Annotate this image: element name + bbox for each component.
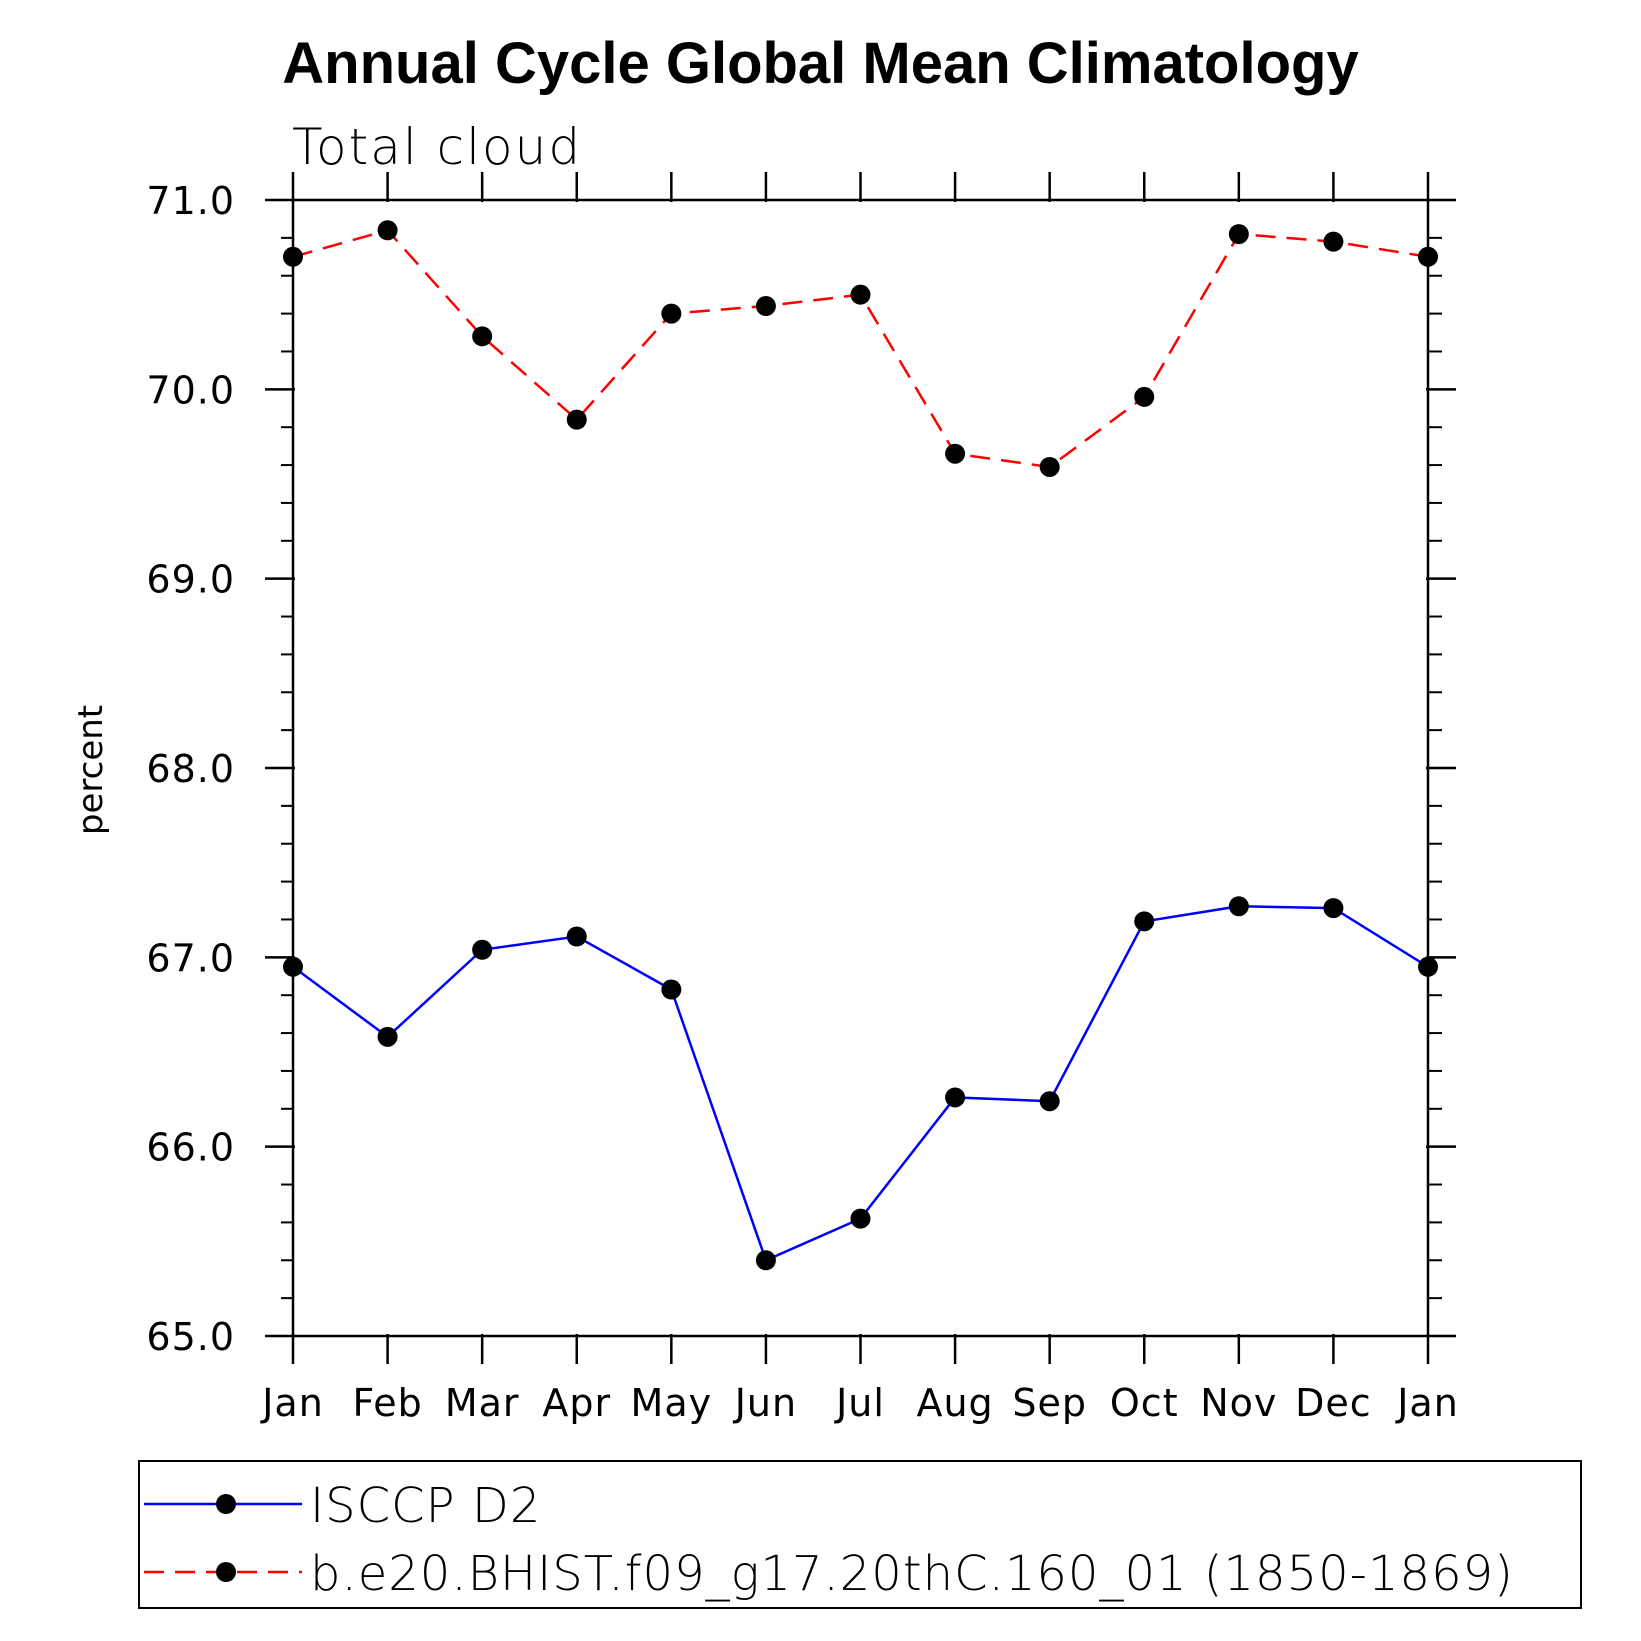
legend-swatch-series-2 [144,1562,302,1582]
data-point-series-2 [377,220,398,241]
legend: ISCCP D2 b.e20.BHIST.f09_g17.20thC.160_0… [138,1460,1582,1609]
data-point-series-2 [1323,231,1344,252]
data-point-series-2 [1418,246,1438,267]
plot-frame [291,198,1430,1338]
y-tick-label: 71.0 [146,179,235,223]
data-point-series-2 [1134,386,1155,407]
x-tick-label: Jan [260,1381,324,1425]
data-point-series-1 [377,1026,398,1047]
x-tick-label: Sep [1012,1381,1087,1425]
data-point-series-1 [661,979,682,1000]
chart-subtitle: Total cloud [292,118,583,176]
x-tick-label: Jan [1395,1381,1459,1425]
data-point-series-2 [566,409,587,430]
x-tick-label: Feb [352,1381,422,1425]
data-point-series-1 [1418,956,1438,977]
legend-item-series-2: b.e20.BHIST.f09_g17.20thC.160_01 (1850-1… [140,1542,1580,1602]
x-tick-label: Apr [542,1381,611,1425]
data-point-series-2 [945,443,966,464]
y-tick-label: 69.0 [146,558,235,602]
y-axis-label: percent [71,705,111,835]
x-tick-label: Jun [733,1381,797,1425]
y-tick-label: 68.0 [146,747,235,791]
x-tick-label: Mar [445,1381,520,1425]
y-tick-label: 67.0 [146,936,235,980]
data-point-series-2 [1039,456,1060,477]
data-point-series-1 [1323,898,1344,919]
data-point-series-2 [850,284,871,305]
data-point-series-2 [1228,224,1249,245]
legend-label-series-1: ISCCP D2 [310,1478,542,1534]
x-tick-label: Nov [1200,1381,1277,1425]
y-tick-label: 66.0 [146,1126,235,1170]
plot-axes: 65.0 66.0 67.0 68.0 69.0 70.0 71.0 Jan Feb Mar Apr… [146,172,1458,1425]
data-point-series-1 [472,939,493,960]
x-tick-label: Oct [1110,1381,1179,1425]
data-point-series-1 [850,1208,871,1229]
legend-item-series-1: ISCCP D2 [140,1474,1580,1534]
y-tick-label: 65.0 [146,1315,235,1359]
data-point-series-2 [283,246,303,267]
legend-swatch-series-1 [144,1494,302,1514]
data-point-series-1 [1134,911,1155,932]
y-tick-label: 70.0 [146,368,235,412]
x-tick-label: May [631,1381,713,1425]
series-layer [283,220,1438,1271]
data-point-series-1 [283,956,303,977]
x-tick-label: Aug [916,1381,993,1425]
data-point-series-1 [945,1087,966,1108]
data-point-series-1 [566,926,587,947]
data-point-series-1 [1228,896,1249,917]
data-point-series-1 [1039,1091,1060,1112]
data-point-series-2 [472,326,493,347]
x-tick-label: Jul [834,1381,885,1425]
legend-label-series-2: b.e20.BHIST.f09_g17.20thC.160_01 (1850-1… [310,1546,1514,1602]
data-point-series-1 [755,1250,776,1271]
x-tick-label: Dec [1295,1381,1372,1425]
chart-title: Annual Cycle Global Mean Climatology [282,31,1359,96]
data-point-series-2 [661,303,682,324]
data-point-series-2 [755,296,776,317]
series-line-1 [292,904,1429,1262]
series-line-2 [292,228,1429,469]
